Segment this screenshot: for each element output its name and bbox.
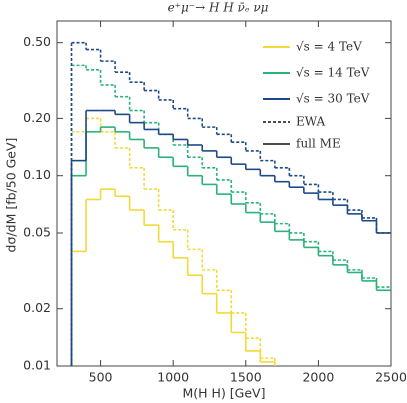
- y-tick-label: 0.50: [23, 34, 51, 49]
- legend-label: EWA: [296, 115, 325, 129]
- y-tick-label: 0.02: [23, 300, 51, 315]
- y-tick-label: 0.05: [23, 224, 51, 239]
- x-tick-label: 1500: [230, 370, 262, 385]
- plot-frame: [56, 20, 392, 367]
- x-tick-label: 2000: [302, 370, 334, 385]
- legend-label: √s = 30 TeV: [296, 92, 370, 106]
- x-tick-label: 500: [89, 370, 113, 385]
- chart-title: e⁺μ⁻→ H H ν̄ₑ νμ: [168, 1, 269, 15]
- x-tick-label: 2500: [375, 370, 407, 385]
- y-tick-label: 0.20: [23, 110, 51, 125]
- x-axis-label: M(H H) [GeV]: [183, 386, 266, 401]
- x-tick-label: 1000: [157, 370, 189, 385]
- legend-label: full ME: [296, 137, 341, 151]
- y-axis-label: dσ/dM [fb/50 GeV]: [4, 138, 19, 253]
- legend-label: √s = 4 TeV: [296, 40, 362, 54]
- legend-label: √s = 14 TeV: [296, 66, 370, 80]
- y-tick-label: 0.10: [23, 167, 51, 182]
- y-tick-label: 0.01: [23, 358, 51, 373]
